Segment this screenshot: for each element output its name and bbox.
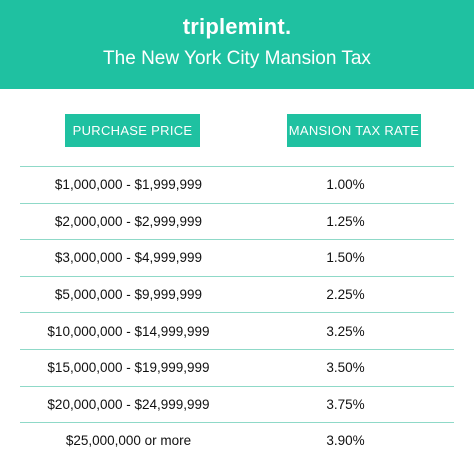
table-row: $5,000,000 - $9,999,999 2.25% [20, 275, 454, 313]
brand-name: triplemint [182, 14, 285, 39]
table-row: $1,000,000 - $1,999,999 1.00% [20, 166, 454, 203]
tax-rate-cell: 1.00% [326, 177, 365, 193]
tax-rate-cell: 1.50% [326, 250, 365, 266]
tax-rate-cell: 3.50% [326, 360, 365, 376]
price-range-cell: $5,000,000 - $9,999,999 [54, 287, 203, 303]
brand-dot: . [284, 14, 292, 39]
table-row: $15,000,000 - $19,999,999 3.50% [20, 348, 454, 386]
price-range-cell: $25,000,000 or more [65, 433, 192, 449]
tax-rate-cell: 3.25% [326, 323, 365, 339]
brand-logo: triplemint. [0, 14, 474, 40]
tax-table: $1,000,000 - $1,999,999 1.00% $2,000,000… [20, 166, 454, 459]
header-banner: triplemint. The New York City Mansion Ta… [0, 0, 474, 89]
price-range-cell: $10,000,000 - $14,999,999 [47, 323, 210, 339]
price-range-cell: $3,000,000 - $4,999,999 [54, 250, 203, 266]
tax-rate-cell: 3.90% [326, 433, 365, 449]
table-row: $2,000,000 - $2,999,999 1.25% [20, 202, 454, 240]
tax-rate-cell: 2.25% [326, 287, 365, 303]
price-range-cell: $15,000,000 - $19,999,999 [47, 360, 210, 376]
table-row: $10,000,000 - $14,999,999 3.25% [20, 312, 454, 349]
table-row: $25,000,000 or more 3.90% [20, 422, 454, 459]
column-header-purchase-price: PURCHASE PRICE [65, 114, 200, 147]
price-range-cell: $2,000,000 - $2,999,999 [54, 213, 203, 229]
tax-rate-cell: 3.75% [326, 396, 365, 412]
price-range-cell: $1,000,000 - $1,999,999 [54, 177, 203, 193]
price-range-cell: $20,000,000 - $24,999,999 [47, 396, 210, 412]
table-row: $3,000,000 - $4,999,999 1.50% [20, 239, 454, 276]
table-row: $20,000,000 - $24,999,999 3.75% [20, 385, 454, 423]
tax-rate-cell: 1.25% [326, 213, 365, 229]
page-title: The New York City Mansion Tax [103, 48, 371, 69]
column-header-mansion-tax-rate: MANSION TAX RATE [287, 114, 421, 147]
